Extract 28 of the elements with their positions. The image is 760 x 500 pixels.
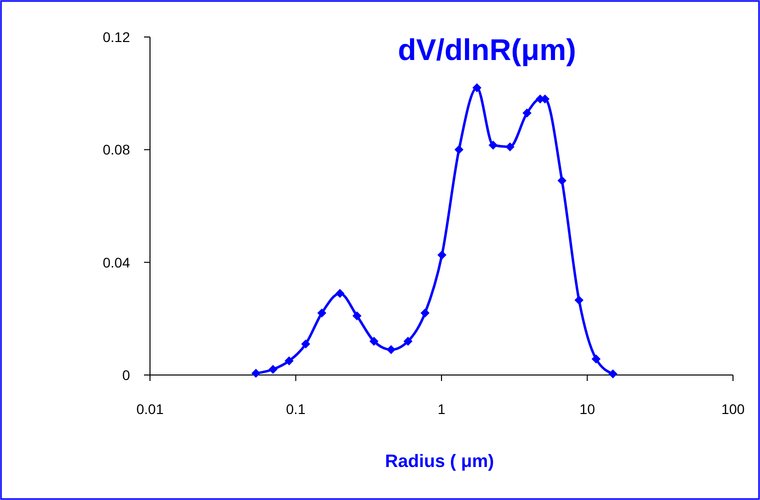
point [317, 308, 326, 318]
y-tick-label: 0 [122, 367, 130, 383]
point [505, 142, 514, 152]
y-tick-label: 0.12 [102, 29, 130, 45]
point [386, 345, 396, 354]
x-tick-label: 0.1 [286, 401, 306, 417]
point [335, 288, 344, 298]
x-tick-label: 100 [721, 401, 745, 417]
x-tick-label: 0.01 [136, 401, 164, 417]
point [251, 368, 260, 378]
point [268, 364, 278, 374]
x-tick-label: 1 [438, 401, 446, 417]
x-axis-title: Radius ( μm) [384, 451, 494, 471]
chart-title: dV/dlnR(μm) [398, 34, 576, 67]
point [352, 311, 362, 320]
point [522, 108, 532, 118]
y-tick-label: 0.08 [102, 142, 130, 158]
y-tick-label: 0.04 [102, 254, 130, 270]
point [472, 83, 482, 92]
point [284, 356, 294, 366]
point [369, 336, 378, 346]
point [488, 140, 498, 150]
point [403, 336, 412, 346]
point [454, 145, 464, 154]
x-tick-label: 10 [579, 401, 596, 417]
point [301, 340, 310, 349]
point [420, 308, 430, 318]
point [437, 250, 446, 260]
